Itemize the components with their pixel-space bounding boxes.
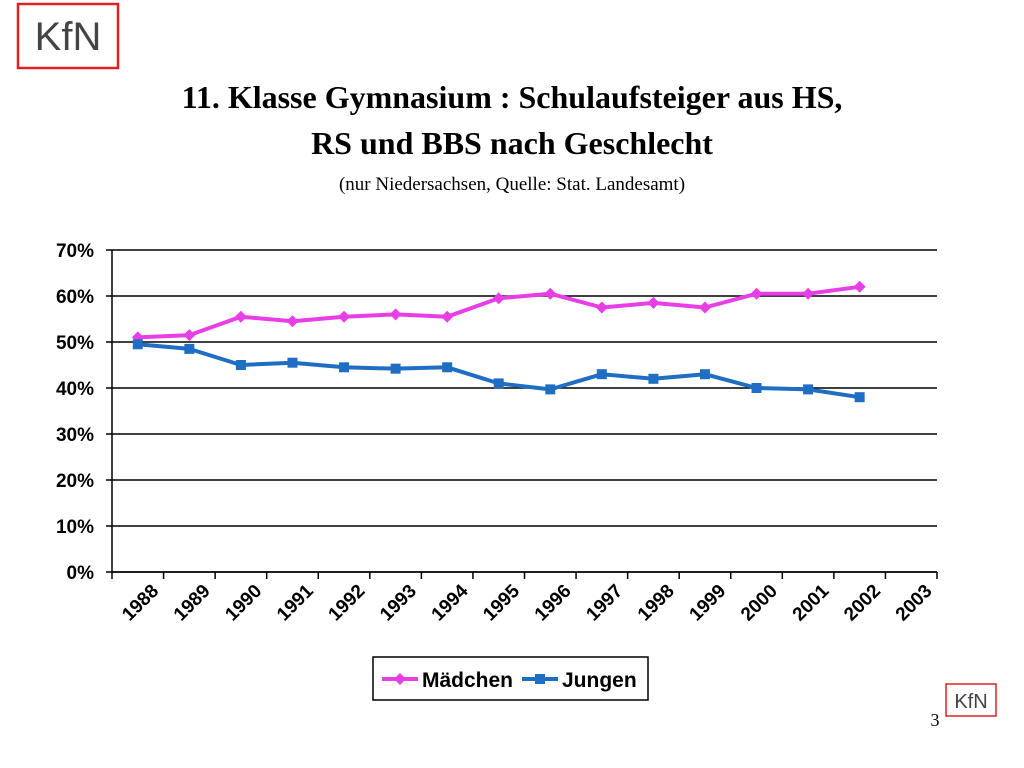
marker [535,674,545,684]
x-tick-label: 1991 [273,580,318,625]
x-tick-label: 1999 [686,581,731,626]
y-tick-label: 10% [56,517,94,538]
marker [286,315,299,328]
chart-subtitle: (nur Niedersachsen, Quelle: Stat. Landes… [339,174,685,195]
x-tick-label: 2000 [737,581,782,626]
marker [545,384,556,395]
marker [648,373,659,384]
logo: KfN [16,2,120,70]
marker [234,310,247,323]
marker [853,280,866,293]
marker [596,369,607,380]
marker [441,310,454,323]
page-number: 3 [931,710,940,730]
logo-text: KfN [35,15,102,59]
y-tick-label: 20% [56,471,94,492]
marker [854,392,865,403]
marker [698,301,711,314]
marker [390,363,401,374]
logo-small: KfN [945,683,997,717]
x-tick-label: 2003 [892,581,937,626]
x-tick-label: 1994 [428,580,473,625]
marker [647,296,660,309]
marker [183,329,196,342]
y-tick-label: 0% [67,563,95,584]
logo-text: KfN [954,691,987,713]
x-tick-label: 1995 [479,580,524,625]
marker [699,369,710,380]
marker [803,384,814,395]
x-tick-label: 1993 [376,581,421,626]
chart-title: RS und BBS nach Geschlecht [311,125,713,161]
marker [750,287,763,300]
plot: 0%10%20%30%40%50%60%70%1988 1989 1990 1991 1… [56,241,938,701]
marker [235,360,246,370]
logo-box [945,683,997,717]
marker [394,673,406,685]
y-tick-label: 70% [56,241,94,262]
marker [287,357,298,368]
marker [492,292,505,305]
marker [389,308,402,321]
legend-label: Jungen [562,669,637,692]
marker [802,287,815,300]
y-tick-label: 30% [56,425,94,446]
marker [442,362,453,373]
x-tick-label: 1990 [221,581,266,626]
x-tick-label: 2002 [840,581,885,626]
marker [339,362,350,373]
x-tick-label: 1989 [170,581,215,626]
chart-title: 11. Klasse Gymnasium : Schulaufsteiger a… [182,79,843,115]
x-tick-label: 2001 [789,580,834,625]
line [137,342,860,400]
marker [595,301,608,314]
marker [132,339,143,350]
marker [493,378,504,389]
y-tick-label: 60% [56,287,94,308]
x-tick-label: 1988 [118,581,163,626]
legend-box [372,656,649,701]
logo-box [16,2,120,70]
x-tick-label: 1996 [531,581,576,626]
y-tick-label: 40% [56,379,94,400]
legend: Mädchen Jungen [372,656,649,701]
marker [184,343,195,354]
x-tick-label: 1992 [325,581,370,626]
marker [544,287,557,300]
marker [751,383,762,393]
y-tick-label: 50% [56,333,94,354]
x-tick-label: 1997 [582,581,627,626]
marker [338,310,351,323]
x-tick-label: 1998 [634,581,679,626]
legend-label: Mädchen [422,669,513,692]
